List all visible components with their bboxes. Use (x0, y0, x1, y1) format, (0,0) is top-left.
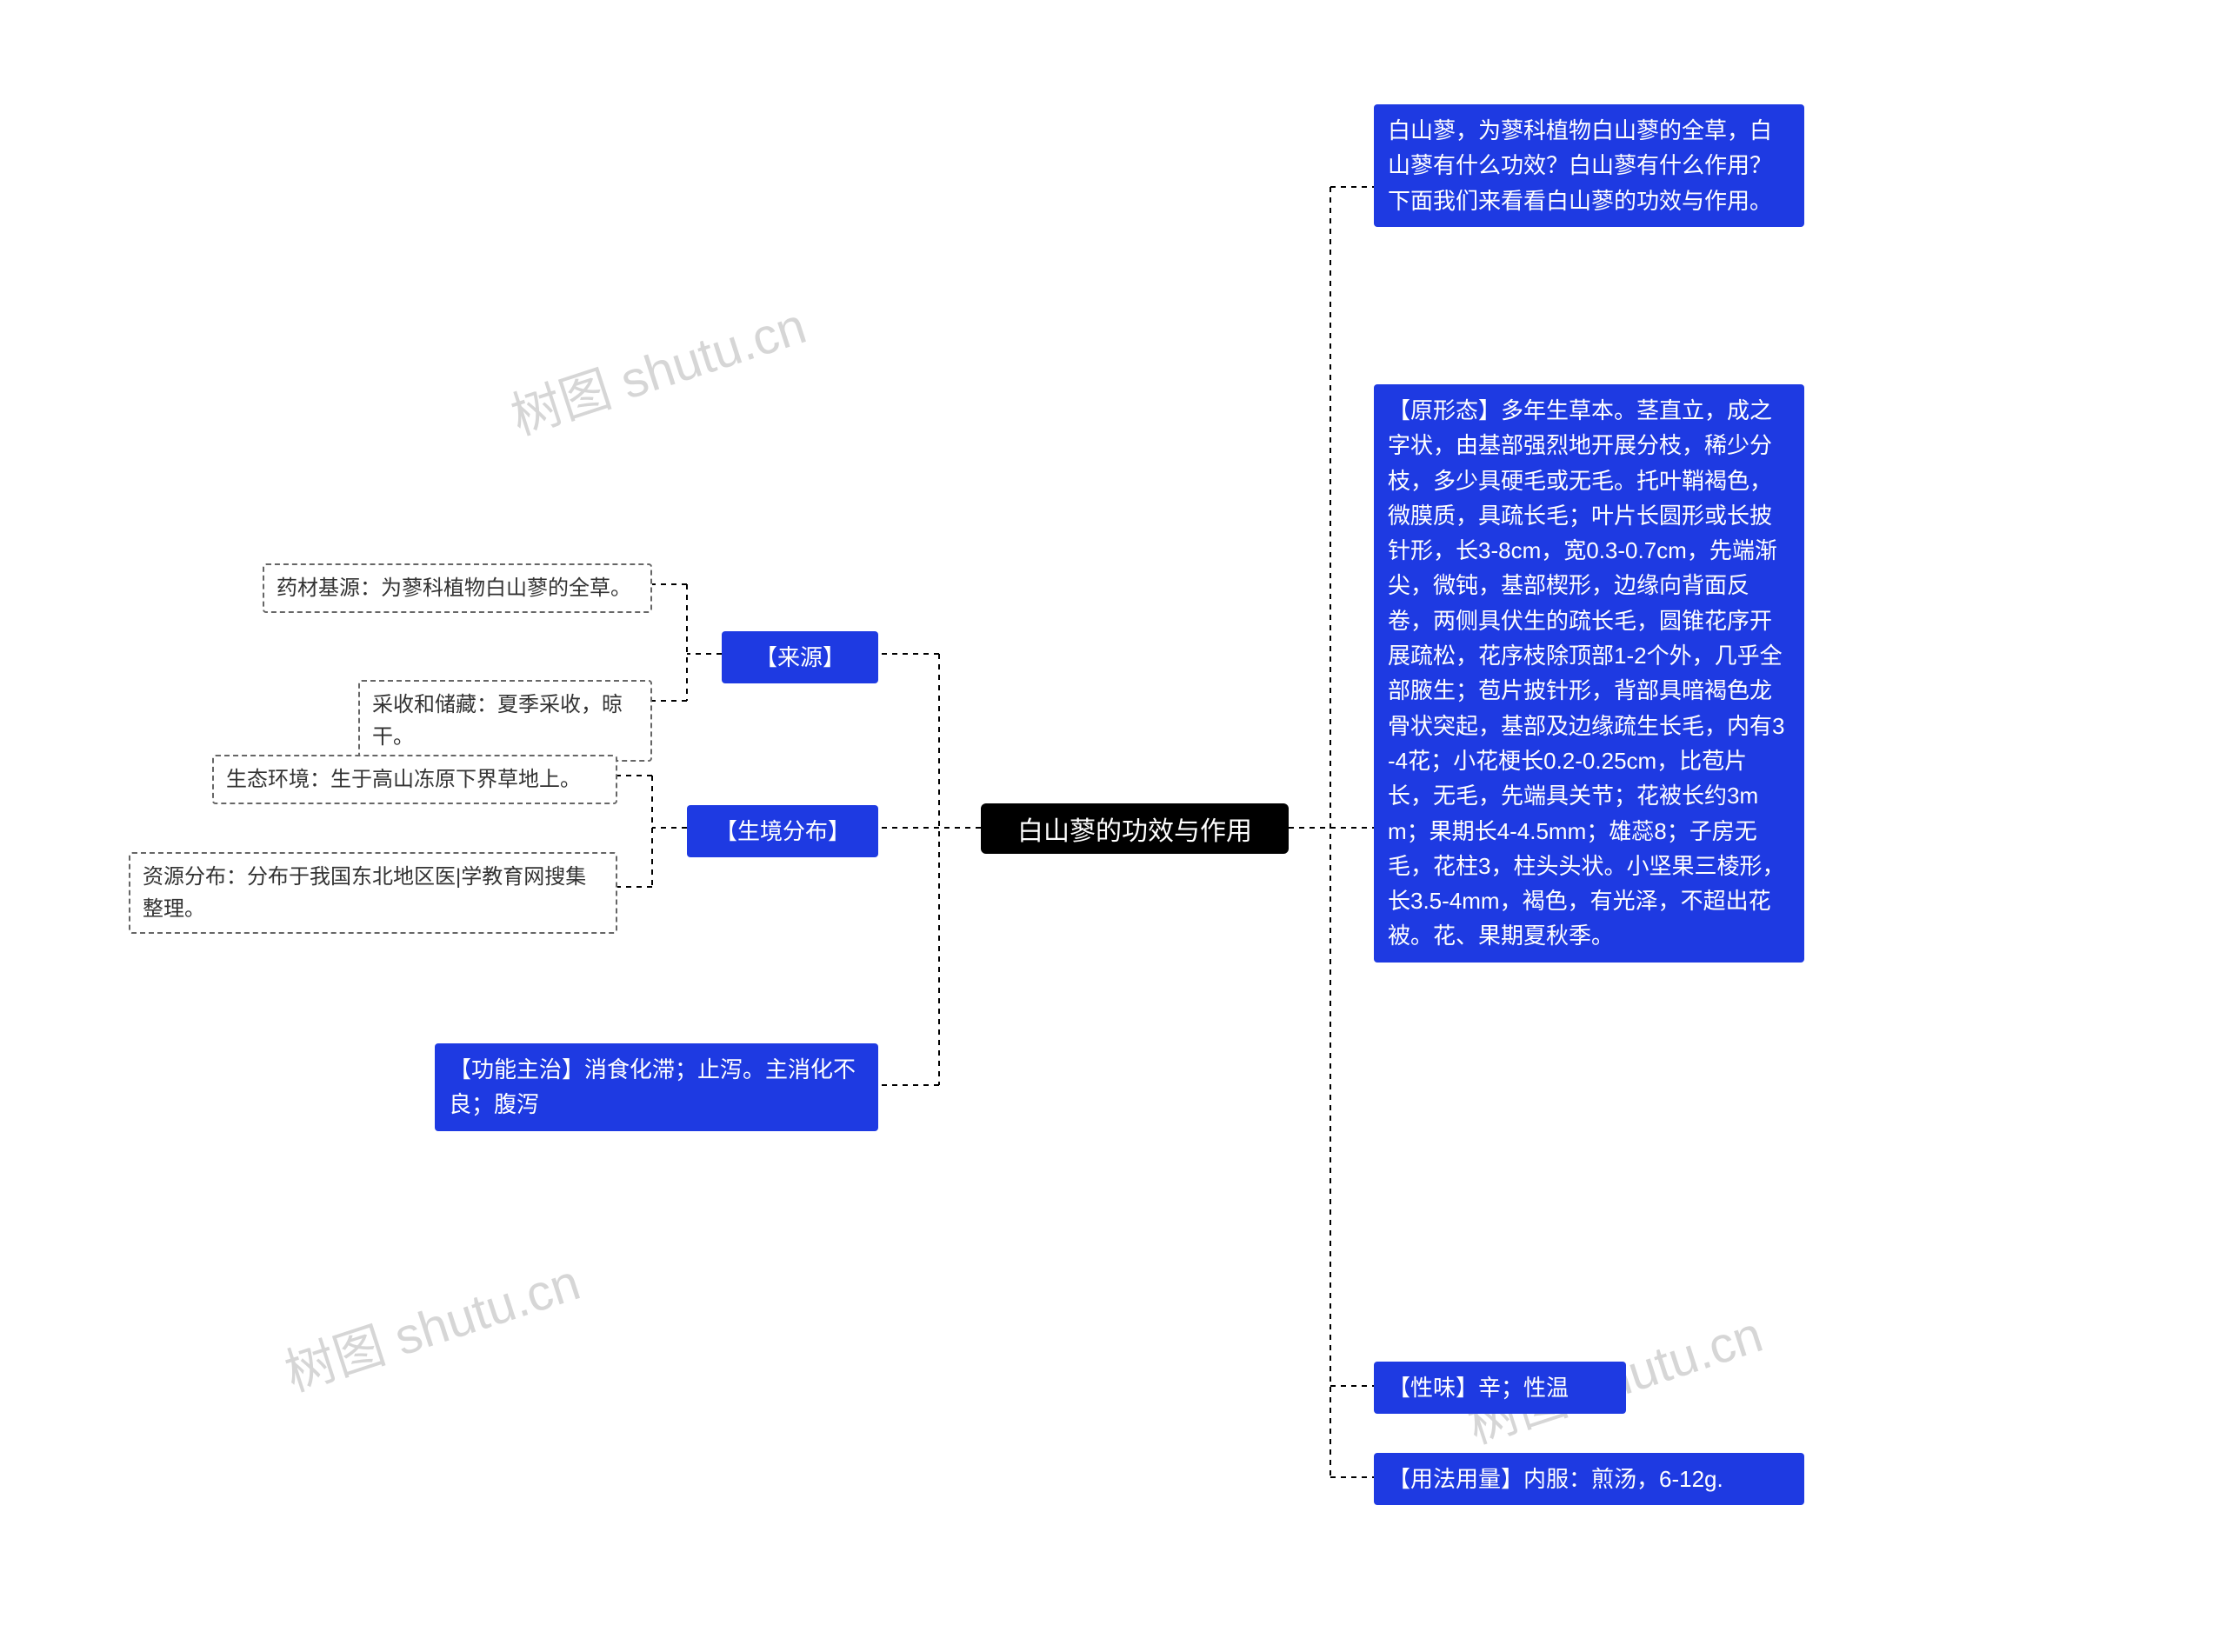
branch-usage[interactable]: 【用法用量】内服：煎汤，6-12g. (1374, 1453, 1804, 1505)
watermark: 树图 shutu.cn (275, 1242, 588, 1405)
root-node[interactable]: 白山蓼的功效与作用 (981, 803, 1289, 854)
leaf-habitat-2[interactable]: 资源分布：分布于我国东北地区医|学教育网搜集整理。 (129, 852, 617, 934)
branch-taste[interactable]: 【性味】辛；性温 (1374, 1362, 1626, 1414)
leaf-source-2[interactable]: 采收和储藏：夏季采收，晾干。 (358, 680, 652, 762)
branch-function[interactable]: 【功能主治】消食化滞；止泻。主消化不良；腹泻 (435, 1043, 878, 1131)
leaf-habitat-1[interactable]: 生态环境：生于高山冻原下界草地上。 (212, 755, 617, 804)
mindmap-canvas: 树图 shutu.cn 树图 shutu.cn 树图 shutu.cn 树图 s… (0, 0, 2226, 1652)
branch-morphology[interactable]: 【原形态】多年生草本。茎直立，成之字状，由基部强烈地开展分枝，稀少分枝，多少具硬… (1374, 384, 1804, 963)
leaf-source-1[interactable]: 药材基源：为蓼科植物白山蓼的全草。 (263, 563, 652, 613)
branch-source[interactable]: 【来源】 (722, 631, 878, 683)
watermark: 树图 shutu.cn (501, 285, 814, 449)
branch-intro[interactable]: 白山蓼，为蓼科植物白山蓼的全草，白山蓼有什么功效？白山蓼有什么作用？下面我们来看… (1374, 104, 1804, 227)
branch-habitat[interactable]: 【生境分布】 (687, 805, 878, 857)
